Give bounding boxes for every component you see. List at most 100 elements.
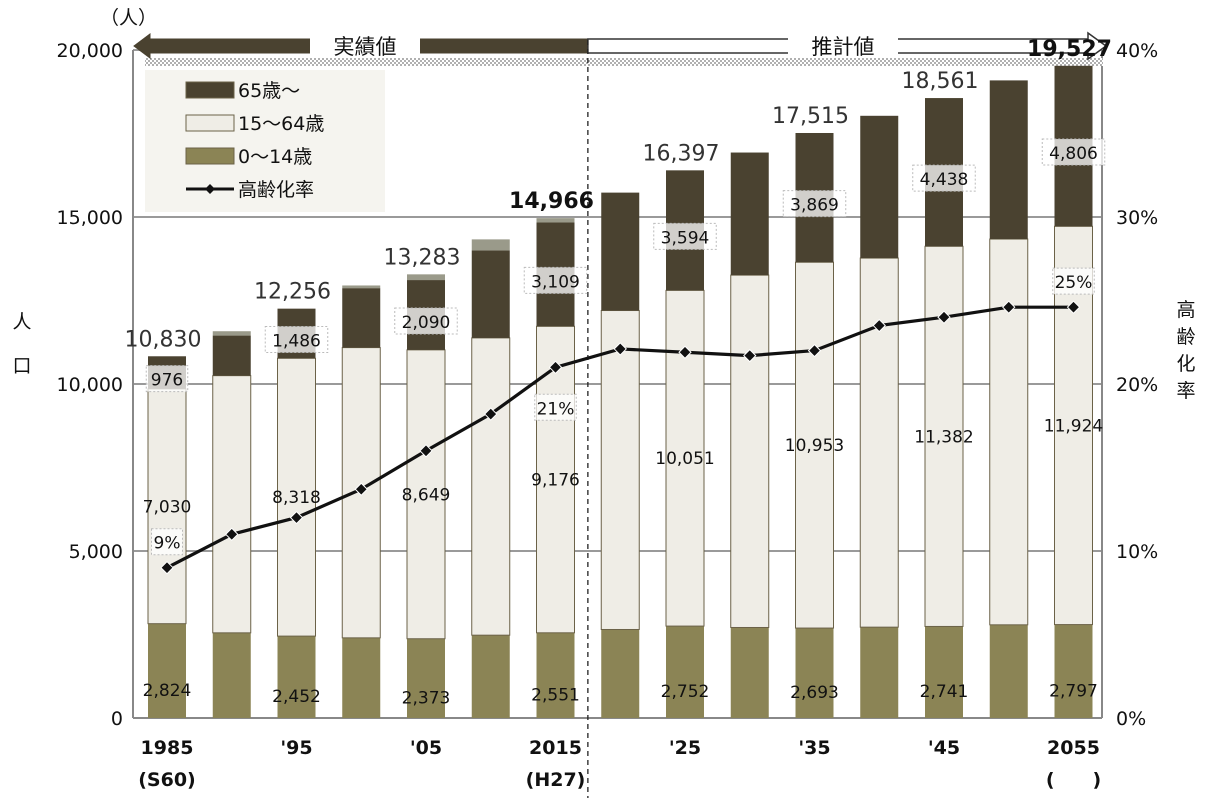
bar-segment: [471, 250, 510, 338]
bar-segment: [925, 626, 963, 718]
label-age-0-14: 2,693: [790, 683, 839, 703]
bar-segment: [730, 627, 769, 718]
label-age-65-plus-bg: [653, 222, 717, 250]
bar-segment: [666, 626, 704, 718]
x-tick-label: '25: [669, 737, 701, 759]
bar-segment: [536, 632, 575, 718]
bar-segment: [147, 388, 187, 625]
label-aging-rate: 21%: [537, 399, 575, 419]
banner-actual-label: 実績値: [334, 35, 397, 59]
y2-axis-title-char: 齢: [1176, 326, 1195, 348]
y2-axis-title-char: 率: [1176, 380, 1195, 402]
label-total: 12,256: [254, 280, 331, 305]
label-age-15-64: 8,318: [272, 488, 321, 508]
x-tick-label: 1985: [141, 737, 194, 759]
bar-segment: [212, 335, 251, 376]
aging-rate-point: [807, 343, 822, 358]
bar-segment: [212, 375, 252, 634]
label-age-0-14: 2,797: [1049, 681, 1098, 701]
legend-box: [145, 70, 385, 212]
aging-rate-point: [1002, 300, 1016, 314]
legend-label: 0～14歳: [238, 146, 312, 168]
bar-segment: [471, 635, 510, 718]
bar-segment: [471, 337, 511, 636]
label-age-15-64: 10,953: [785, 436, 844, 456]
label-age-65-plus-bg: [145, 365, 189, 393]
y2-tick-label: 10%: [1116, 541, 1158, 563]
bar-segment: [342, 288, 381, 348]
label-total: 14,966: [509, 189, 594, 214]
bar-segment: [471, 239, 510, 251]
label-age-65-plus-bg: [394, 307, 458, 335]
bar-segment: [860, 115, 899, 259]
bar-segment: [407, 638, 445, 718]
aging-rate-point: [160, 560, 174, 575]
x-tick-sublabel: (H27): [526, 769, 586, 791]
x-tick-label: '45: [928, 737, 960, 759]
label-age-0-14: 2,452: [272, 687, 321, 707]
label-age-65-plus: 4,438: [920, 170, 969, 190]
y-tick-label: 20,000: [57, 40, 123, 62]
x-tick-label: 2015: [529, 737, 582, 759]
label-age-65-plus: 2,090: [402, 313, 451, 333]
aging-rate-point: [289, 510, 304, 525]
bar-segment: [600, 310, 640, 630]
bar-segment: [277, 357, 316, 637]
aging-rate-point: [872, 318, 886, 333]
bar-segment: [342, 285, 381, 289]
banner-shadow: [145, 58, 1103, 66]
aging-rate-point: [354, 482, 368, 496]
aging-rate-point: [225, 527, 239, 542]
x-tick-label: '35: [798, 737, 830, 759]
bar-segment: [148, 623, 186, 718]
label-age-65-plus: 3,869: [790, 196, 839, 216]
bar-segment: [406, 349, 446, 640]
label-total: 19,527: [1027, 37, 1112, 62]
aging-rate-point: [613, 342, 627, 356]
label-aging-rate-bg: [151, 528, 183, 556]
label-aging-rate: 9%: [154, 534, 181, 554]
y-axis-title-char: 口: [12, 355, 31, 377]
bar-segment: [795, 628, 834, 718]
label-aging-rate-bg: [1052, 267, 1095, 295]
label-age-15-64: 10,051: [655, 449, 714, 469]
aging-rate-point: [743, 348, 757, 363]
bar-segment: [536, 218, 575, 223]
legend-marker: [205, 184, 215, 194]
aging-rate-point: [484, 407, 498, 421]
x-tick-label: 2055: [1047, 737, 1100, 759]
label-total: 17,515: [772, 104, 849, 129]
label-age-15-64: 11,382: [914, 427, 973, 447]
label-age-15-64: 8,649: [402, 485, 451, 505]
label-aging-rate-bg: [534, 393, 577, 421]
y-tick-label: 10,000: [57, 374, 123, 396]
label-age-65-plus: 976: [151, 371, 183, 391]
y2-tick-label: 0%: [1116, 708, 1146, 730]
aging-rate-point: [1066, 300, 1081, 314]
label-age-0-14: 2,752: [661, 682, 710, 702]
bar-segment: [407, 274, 445, 281]
label-total: 16,397: [643, 141, 720, 166]
bar-segment: [989, 238, 1029, 626]
legend-label: 15～64歳: [238, 113, 324, 135]
y-tick-label: 15,000: [57, 207, 123, 229]
aging-rate-point: [548, 360, 563, 375]
bar-segment: [989, 624, 1028, 718]
y2-tick-label: 20%: [1116, 374, 1158, 396]
x-tick-label: '95: [280, 737, 312, 759]
bar-segment: [601, 192, 640, 311]
label-age-65-plus-bg: [782, 190, 847, 218]
x-tick-label: '05: [410, 737, 442, 759]
label-age-65-plus: 3,109: [531, 272, 580, 292]
aging-rate-point: [678, 345, 692, 359]
bar-segment: [795, 261, 834, 629]
y-unit-label: （人）: [100, 7, 157, 29]
label-age-65-plus: 1,486: [272, 331, 321, 351]
y2-axis-title-char: 高: [1176, 299, 1195, 321]
label-age-15-64: 11,924: [1044, 416, 1103, 436]
label-total: 18,561: [902, 69, 979, 94]
bar-segment: [860, 627, 899, 718]
y-tick-label: 5,000: [69, 541, 123, 563]
bar-segment: [730, 152, 769, 276]
